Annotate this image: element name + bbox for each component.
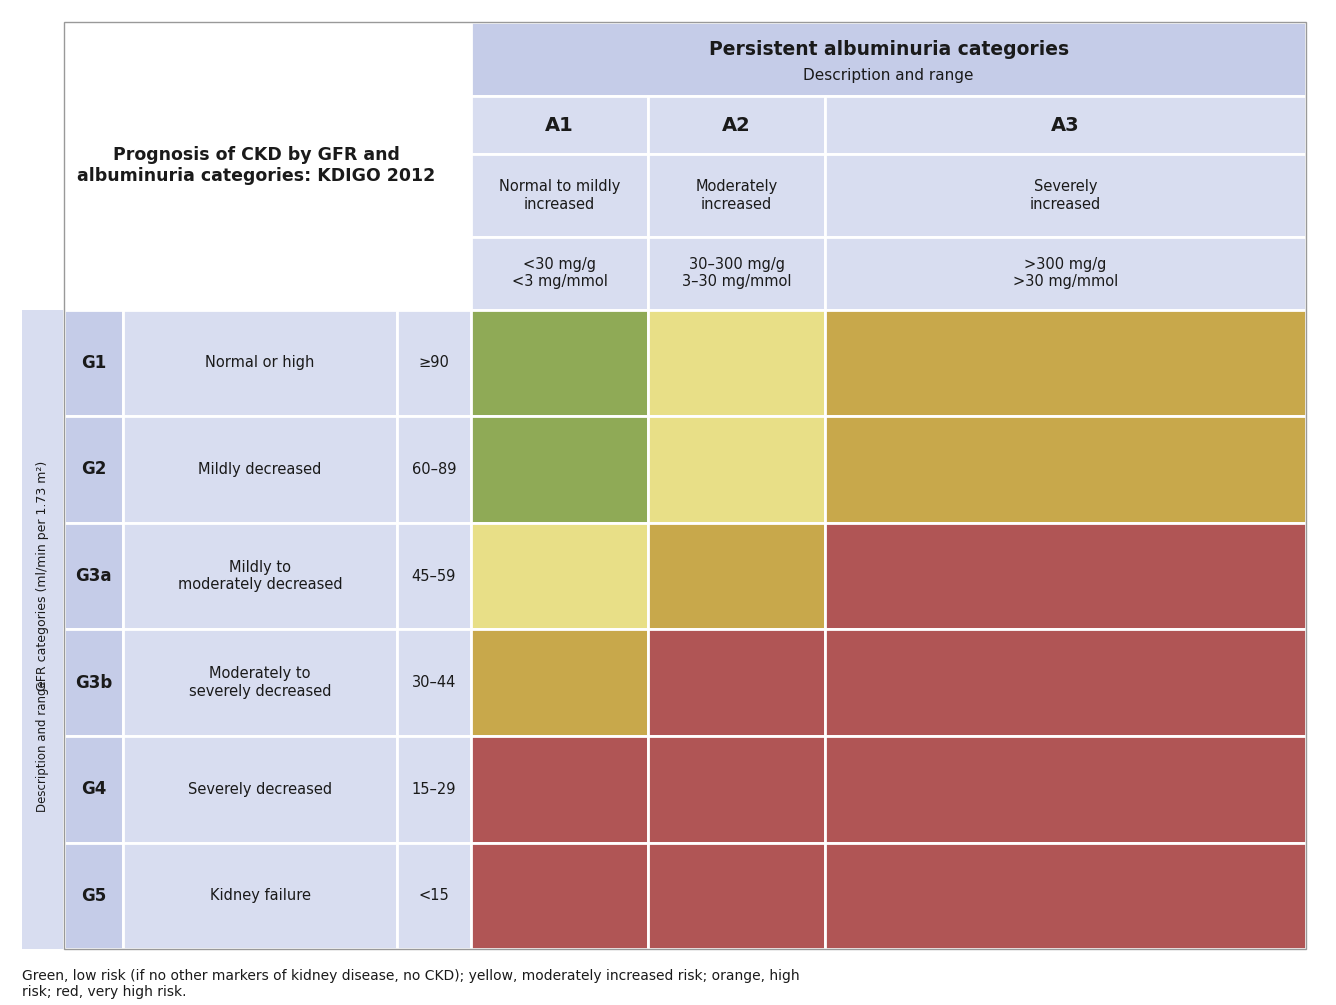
Bar: [397, 310, 472, 950]
Bar: [648, 96, 826, 155]
Bar: [123, 310, 397, 416]
Bar: [123, 842, 397, 950]
Bar: [123, 523, 397, 629]
Text: 60–89: 60–89: [411, 462, 456, 477]
Bar: [472, 237, 648, 310]
Text: ≥90: ≥90: [418, 356, 449, 370]
Bar: [397, 629, 472, 736]
Bar: [64, 842, 123, 950]
Text: <15: <15: [418, 888, 449, 903]
Text: Moderately
increased: Moderately increased: [696, 180, 778, 212]
Bar: [64, 736, 123, 842]
Text: G2: G2: [81, 460, 107, 478]
Text: Normal to mildly
increased: Normal to mildly increased: [498, 180, 620, 212]
Text: A3: A3: [1051, 116, 1079, 135]
Bar: [826, 842, 1307, 950]
Text: Severely
increased: Severely increased: [1030, 180, 1101, 212]
Text: G5: G5: [81, 887, 107, 904]
Bar: [472, 629, 648, 736]
Bar: [826, 629, 1307, 736]
Text: Prognosis of CKD by GFR and
albuminuria categories: KDIGO 2012: Prognosis of CKD by GFR and albuminuria …: [77, 146, 436, 185]
Text: G4: G4: [81, 780, 107, 798]
Text: Green, low risk (if no other markers of kidney disease, no CKD); yellow, moderat: Green, low risk (if no other markers of …: [23, 969, 800, 999]
Bar: [64, 310, 123, 416]
Bar: [397, 416, 472, 523]
Text: Kidney failure: Kidney failure: [210, 888, 310, 903]
Text: Normal or high: Normal or high: [206, 356, 315, 370]
Text: 30–44: 30–44: [411, 675, 456, 690]
Text: <30 mg/g
<3 mg/mmol: <30 mg/g <3 mg/mmol: [512, 257, 608, 289]
Text: G1: G1: [81, 354, 107, 372]
Bar: [472, 523, 648, 629]
Bar: [64, 310, 123, 950]
Text: A2: A2: [723, 116, 751, 135]
Bar: [826, 310, 1307, 416]
Bar: [826, 523, 1307, 629]
Text: Description and range: Description and range: [36, 679, 49, 812]
Text: Persistent albuminuria categories: Persistent albuminuria categories: [708, 40, 1069, 59]
Text: Mildly to
moderately decreased: Mildly to moderately decreased: [178, 560, 342, 592]
Bar: [472, 416, 648, 523]
Bar: [648, 736, 826, 842]
Bar: [23, 310, 64, 950]
Bar: [64, 523, 123, 629]
Text: 45–59: 45–59: [411, 569, 456, 584]
Text: Moderately to
severely decreased: Moderately to severely decreased: [188, 666, 331, 698]
Text: Description and range: Description and range: [803, 68, 974, 82]
Text: G3a: G3a: [75, 567, 112, 585]
Bar: [826, 736, 1307, 842]
Bar: [648, 310, 826, 416]
Bar: [472, 310, 648, 416]
Bar: [123, 736, 397, 842]
Bar: [826, 416, 1307, 523]
Bar: [648, 629, 826, 736]
Bar: [397, 523, 472, 629]
Bar: [648, 416, 826, 523]
Text: GFR categories (ml/min per 1.73 m²): GFR categories (ml/min per 1.73 m²): [36, 461, 49, 691]
Bar: [648, 237, 826, 310]
Bar: [472, 842, 648, 950]
Bar: [397, 310, 472, 416]
Bar: [648, 523, 826, 629]
Bar: [648, 842, 826, 950]
Bar: [648, 155, 826, 237]
Text: >300 mg/g
>30 mg/mmol: >300 mg/g >30 mg/mmol: [1013, 257, 1118, 289]
Text: G3b: G3b: [75, 673, 112, 691]
Bar: [64, 416, 123, 523]
Bar: [472, 155, 648, 237]
Bar: [472, 22, 1307, 96]
Bar: [64, 629, 123, 736]
Text: Mildly decreased: Mildly decreased: [198, 462, 322, 477]
Bar: [472, 736, 648, 842]
Bar: [397, 842, 472, 950]
Bar: [123, 310, 397, 950]
Bar: [123, 629, 397, 736]
Bar: [397, 736, 472, 842]
Bar: [826, 237, 1307, 310]
Bar: [472, 96, 648, 155]
Text: 30–300 mg/g
3–30 mg/mmol: 30–300 mg/g 3–30 mg/mmol: [681, 257, 791, 289]
Bar: [23, 22, 472, 310]
Bar: [826, 155, 1307, 237]
Bar: [826, 96, 1307, 155]
Text: 15–29: 15–29: [411, 782, 456, 797]
Bar: [123, 416, 397, 523]
Text: A1: A1: [545, 116, 574, 135]
Text: Severely decreased: Severely decreased: [188, 782, 333, 797]
